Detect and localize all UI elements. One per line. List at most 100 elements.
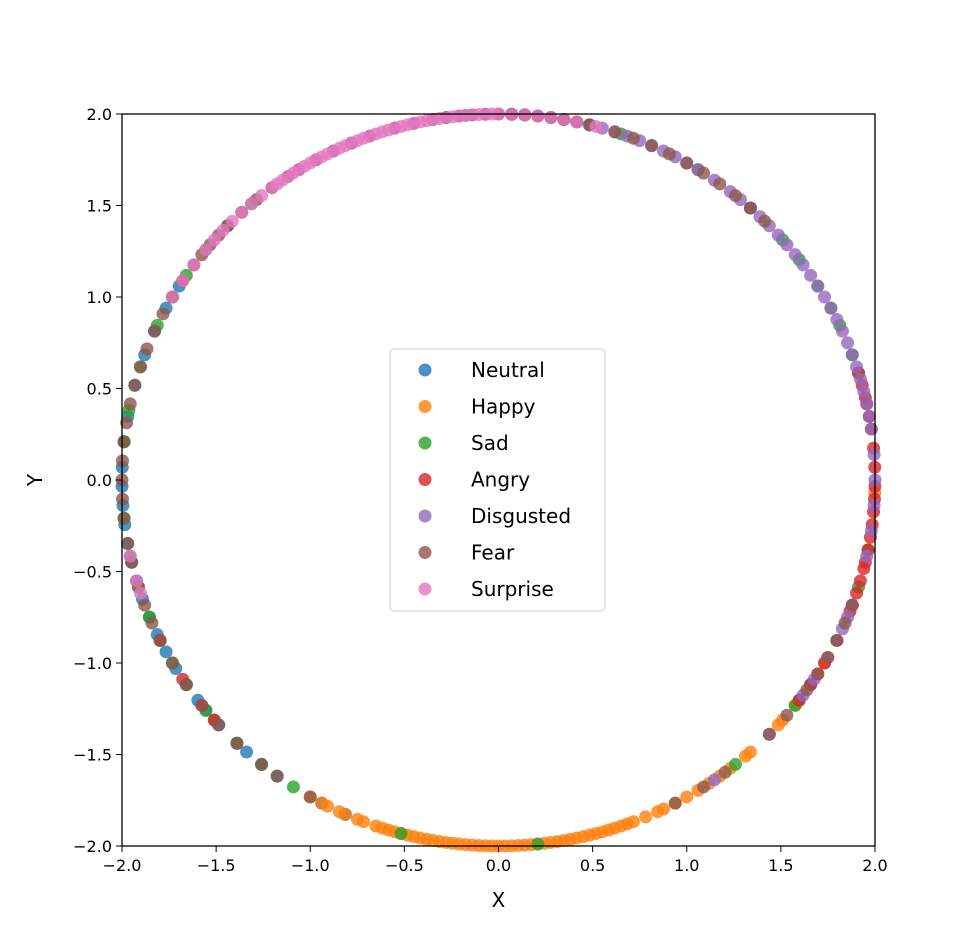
point-surprise <box>176 274 190 288</box>
point-sad <box>728 757 742 771</box>
legend-label-sad: Sad <box>471 431 509 455</box>
x-axis-ticks: −2.0 −1.5 −1.0 −0.5 0.0 0.5 1.0 1.5 2.0 <box>103 846 888 875</box>
point-fear <box>133 360 147 374</box>
y-axis-ticks: −2.0 −1.5 −1.0 −0.5 0.0 0.5 1.0 1.5 2.0 <box>73 105 122 856</box>
point-fear <box>148 324 162 338</box>
point-surprise <box>570 115 584 129</box>
x-tick-label: −2.0 <box>103 856 142 875</box>
point-fear <box>626 131 640 145</box>
point-fear <box>811 667 825 681</box>
point-sad <box>394 827 408 841</box>
point-surprise <box>216 223 230 237</box>
point-surprise <box>187 258 201 272</box>
point-disgusted <box>853 372 867 386</box>
point-fear <box>697 166 711 180</box>
point-neutral <box>159 645 173 659</box>
point-fear <box>830 633 844 647</box>
point-fear <box>212 718 226 732</box>
point-disgusted <box>845 348 859 362</box>
point-fear <box>270 769 284 783</box>
legend-marker-surprise <box>418 582 432 596</box>
point-fear <box>123 397 137 411</box>
legend-label-surprise: Surprise <box>471 577 554 601</box>
point-happy <box>338 807 352 821</box>
point-fear <box>821 650 835 664</box>
point-fear <box>845 598 859 612</box>
point-disgusted <box>788 248 802 262</box>
point-fear <box>303 790 317 804</box>
point-fear <box>762 727 776 741</box>
point-angry <box>857 562 871 576</box>
x-tick-label: 2.0 <box>862 856 887 875</box>
point-fear <box>728 189 742 203</box>
point-disgusted <box>830 313 844 327</box>
point-sad <box>286 780 300 794</box>
point-fear <box>156 307 170 321</box>
point-fear <box>165 656 179 670</box>
point-disgusted <box>771 228 785 242</box>
x-axis-label: X <box>492 888 506 912</box>
point-disgusted <box>811 279 825 293</box>
point-disgusted <box>850 360 864 374</box>
legend-label-neutral: Neutral <box>471 358 545 382</box>
point-angry <box>850 586 864 600</box>
point-surprise <box>235 205 249 219</box>
point-angry <box>853 574 867 588</box>
point-fear <box>697 780 711 794</box>
point-disgusted <box>796 258 810 272</box>
point-disgusted <box>860 549 874 563</box>
y-tick-label: 0.5 <box>87 380 112 399</box>
point-disgusted <box>824 301 838 315</box>
point-surprise <box>244 197 258 211</box>
x-tick-label: −1.0 <box>291 856 330 875</box>
y-tick-label: 1.5 <box>87 197 112 216</box>
x-tick-label: 0.0 <box>486 856 511 875</box>
y-tick-label: −2.0 <box>73 837 112 856</box>
point-happy <box>626 815 640 829</box>
point-surprise <box>557 113 571 127</box>
point-fear <box>145 616 159 630</box>
data-points <box>115 107 882 853</box>
point-neutral <box>240 745 254 759</box>
x-tick-label: −0.5 <box>385 856 424 875</box>
point-fear <box>800 683 814 697</box>
legend-box <box>389 348 606 612</box>
y-tick-label: −1.0 <box>73 654 112 673</box>
point-fear <box>230 736 244 750</box>
point-surprise <box>265 181 279 195</box>
point-disgusted <box>860 397 874 411</box>
point-disgusted <box>867 447 881 461</box>
point-surprise <box>518 108 532 122</box>
point-happy <box>357 815 371 829</box>
point-disgusted <box>864 524 878 538</box>
point-sad <box>531 837 545 851</box>
point-disgusted <box>818 290 832 304</box>
point-surprise <box>255 189 269 203</box>
point-fear <box>680 156 694 170</box>
x-tick-label: 0.5 <box>580 856 605 875</box>
point-happy <box>657 802 671 816</box>
x-tick-label: −1.5 <box>197 856 236 875</box>
point-surprise <box>544 111 558 125</box>
point-surprise <box>165 290 179 304</box>
legend-label-fear: Fear <box>471 541 515 565</box>
point-disgusted <box>857 384 871 398</box>
legend-marker-angry <box>418 473 432 486</box>
legend-marker-happy <box>418 400 432 413</box>
point-surprise <box>531 109 545 123</box>
point-fear <box>120 416 134 430</box>
point-disgusted <box>835 324 849 338</box>
legend-marker-disgusted <box>418 509 432 523</box>
point-fear <box>117 511 131 525</box>
y-axis-label: Y <box>23 473 47 487</box>
point-disgusted <box>864 422 878 436</box>
point-disgusted <box>867 499 881 513</box>
point-surprise <box>133 586 147 600</box>
point-surprise <box>207 233 221 247</box>
legend-label-happy: Happy <box>471 395 536 419</box>
legend: Neutral Happy Sad Angry Disgusted Fear Surpris… <box>389 348 606 612</box>
point-fear <box>128 378 142 392</box>
point-happy <box>743 745 757 759</box>
point-fear <box>713 177 727 191</box>
